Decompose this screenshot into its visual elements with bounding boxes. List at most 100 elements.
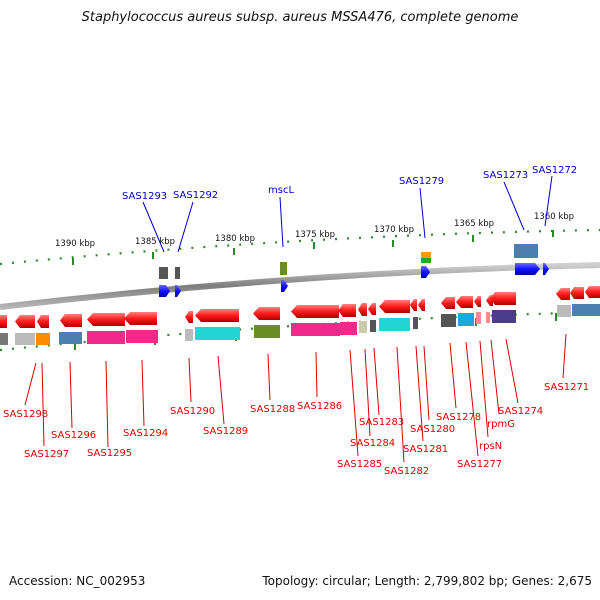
gene-feature-sas1283[interactable] [370, 320, 376, 332]
gene-feature-sas1278[interactable] [441, 314, 456, 327]
gene-label-rpsn[interactable]: rpsN [479, 441, 502, 452]
gene-arrow-sas1286[interactable] [291, 305, 339, 318]
gene-arrow-sas1295[interactable] [87, 313, 125, 326]
leader-line-sas1286 [315, 351, 318, 398]
gene-arrow-sas1298[interactable] [0, 315, 7, 328]
gene-label-sas1274[interactable]: SAS1274 [498, 406, 543, 417]
gene-feature-sas1273[interactable] [514, 244, 538, 258]
gene-label-sas1281[interactable]: SAS1281 [403, 444, 448, 455]
gene-arrow-sas1282[interactable] [379, 300, 410, 313]
gene-label-sas1294[interactable]: SAS1294 [123, 428, 168, 439]
gene-label-sas1284[interactable]: SAS1284 [350, 438, 395, 449]
gene-arrow-sas1280[interactable] [418, 299, 425, 311]
gene-label-rpmg[interactable]: rpmG [487, 419, 515, 430]
gene-label-sas1285[interactable]: SAS1285 [337, 459, 382, 470]
gene-label-sas1273[interactable]: SAS1273 [483, 170, 528, 181]
gene-label-sas1296[interactable]: SAS1296 [51, 430, 96, 441]
scale-label-1385: 1385 kbp [135, 237, 175, 247]
gene-arrow-sas1289[interactable] [195, 309, 239, 322]
gene-feature-sas1290[interactable] [185, 329, 193, 341]
gene-arrow-sas1271b[interactable] [570, 287, 584, 299]
gene-feature-sas1288[interactable] [254, 325, 280, 338]
gene-label-sas1298[interactable]: SAS1298 [3, 409, 48, 420]
gene-arrow-sas1292[interactable] [175, 285, 181, 297]
gene-feature-sas1298[interactable] [0, 333, 8, 345]
gene-arrow-sas1278[interactable] [441, 297, 455, 309]
gene-arrow-sas1277[interactable] [456, 296, 473, 308]
gene-feature-sas1279-a[interactable] [421, 252, 431, 258]
gene-label-sas1283[interactable]: SAS1283 [359, 417, 404, 428]
gene-feature-sas1294[interactable] [126, 330, 158, 343]
gene-feature-sas1284[interactable] [359, 321, 367, 333]
gene-feature-sas1293[interactable] [159, 267, 168, 279]
leader-line-sas1297 [41, 362, 45, 447]
leader-line-sas1280 [423, 345, 430, 421]
gene-feature-sas1279-b[interactable] [421, 258, 431, 263]
leader-line-sas1285 [349, 349, 359, 457]
gene-label-sas1288[interactable]: SAS1288 [250, 404, 295, 415]
gene-feature-sas1297[interactable] [15, 333, 35, 345]
gene-label-sas1290[interactable]: SAS1290 [170, 406, 215, 417]
gene-label-sas1286[interactable]: SAS1286 [297, 401, 342, 412]
gene-arrow-sas1297[interactable] [15, 315, 35, 328]
scale-label-1380: 1380 kbp [215, 234, 255, 244]
gene-feature-sas1297b[interactable] [36, 333, 50, 345]
gene-label-sas1295[interactable]: SAS1295 [87, 448, 132, 459]
gene-label-sas1282[interactable]: SAS1282 [384, 466, 429, 477]
gene-feature-sas1282[interactable] [379, 318, 410, 331]
gene-label-sas1292[interactable]: SAS1292 [173, 190, 218, 201]
gene-arrow-sas1288[interactable] [253, 307, 280, 320]
gene-label-sas1297[interactable]: SAS1297 [24, 449, 69, 460]
leader-line-sas1279 [419, 187, 426, 239]
gene-feature-sas1295[interactable] [87, 331, 125, 344]
gene-arrow-sas1293[interactable] [159, 285, 170, 297]
gene-label-sas1280[interactable]: SAS1280 [410, 424, 455, 435]
gene-arrow-sas1279[interactable] [421, 266, 430, 278]
gene-arrow-sas1274[interactable] [490, 292, 516, 305]
leader-line-sas1283 [373, 347, 380, 416]
gene-feature-sas1286[interactable] [291, 323, 340, 336]
gene-label-sas1293[interactable]: SAS1293 [122, 191, 167, 202]
gene-label-mscl[interactable]: mscL [268, 185, 294, 196]
gene-arrow-sas1296[interactable] [60, 314, 82, 327]
gene-arrow-sas1283[interactable] [368, 303, 376, 315]
gene-label-sas1272[interactable]: SAS1272 [532, 165, 577, 176]
gene-arrow-sas1294[interactable] [124, 312, 157, 325]
leader-line-sas1296 [69, 361, 73, 429]
gene-label-sas1271[interactable]: SAS1271 [544, 382, 589, 393]
gene-label-sas1279[interactable]: SAS1279 [399, 176, 444, 187]
gene-arrow-sas1290[interactable] [185, 311, 193, 323]
gene-label-sas1277[interactable]: SAS1277 [457, 459, 502, 470]
gene-feature-sas1271a[interactable] [557, 305, 571, 317]
leader-line-sas1273 [503, 181, 525, 231]
gene-feature-rpmg[interactable] [486, 312, 490, 323]
gene-label-sas1278[interactable]: SAS1278 [436, 412, 481, 423]
leader-line-rpsn [479, 340, 489, 438]
gene-feature-sas1285[interactable] [340, 322, 357, 335]
gene-arrow-sas1273[interactable] [515, 263, 540, 275]
topology-text: Topology: circular; Length: 2,799,802 bp… [262, 574, 592, 588]
gene-feature-rpsn[interactable] [476, 312, 481, 324]
gene-arrow-sas1297b[interactable] [37, 315, 49, 328]
gene-arrow-sas1281[interactable] [410, 299, 417, 311]
scale-label-1370: 1370 kbp [374, 225, 414, 235]
gene-arrow-sas1271c[interactable] [585, 286, 600, 298]
gene-arrow-sas1271a[interactable] [556, 288, 570, 300]
leader-line-sas1277 [465, 341, 479, 457]
gene-feature-sas1277[interactable] [458, 313, 474, 326]
gene-feature-sas1292[interactable] [175, 267, 180, 279]
gene-feature-sas1274[interactable] [492, 310, 516, 323]
gene-arrow-sas1285[interactable] [338, 304, 356, 317]
gene-arrow-sas1284[interactable] [358, 303, 367, 316]
gene-label-sas1289[interactable]: SAS1289 [203, 426, 248, 437]
gene-feature-sas1296[interactable] [59, 332, 82, 344]
gene-feature-sas1281[interactable] [413, 317, 418, 329]
gene-feature-sas1271b[interactable] [572, 304, 600, 316]
gene-feature-mscl[interactable] [280, 262, 287, 275]
gene-arrow-mscl[interactable] [281, 280, 288, 292]
gene-feature-sas1289[interactable] [195, 327, 240, 340]
gene-arrow-sas1272[interactable] [543, 263, 549, 275]
leader-line-sas1272 [544, 175, 553, 227]
gene-arrow-rpsn[interactable] [474, 296, 481, 307]
